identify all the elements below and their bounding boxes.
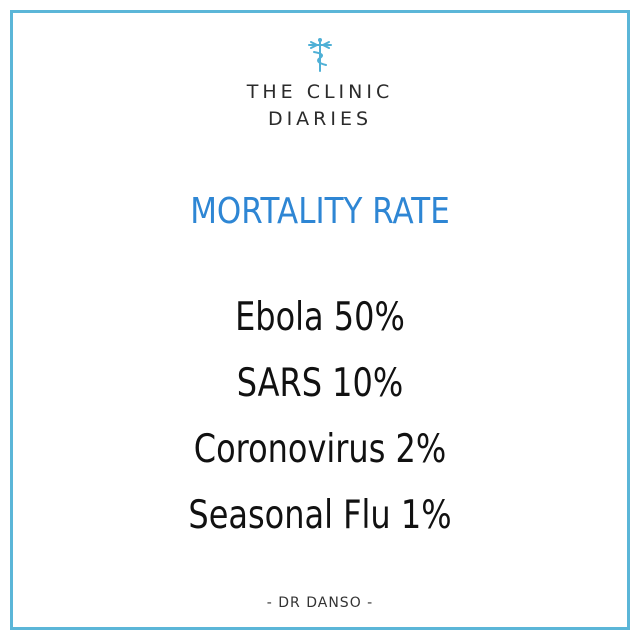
caduceus-icon xyxy=(308,38,332,72)
brand-name-line2: DIARIES xyxy=(267,108,373,130)
rate-item-seasonal-flu: Seasonal Flu 1% xyxy=(188,493,452,538)
logo xyxy=(13,37,627,73)
rate-item-sars: SARS 10% xyxy=(236,361,404,406)
rate-item-ebola: Ebola 50% xyxy=(235,295,405,340)
page-title: MORTALITY RATE xyxy=(190,191,450,232)
brand-name-line1: THE CLINIC xyxy=(246,81,394,103)
poster-frame: THE CLINIC DIARIES MORTALITY RATE Ebola … xyxy=(10,10,630,630)
rate-item-coronavirus: Coronovirus 2% xyxy=(193,427,447,472)
mortality-rate-list: Ebola 50% SARS 10% Coronovirus 2% Season… xyxy=(13,285,627,549)
author-signature: - DR DANSO - xyxy=(266,595,374,611)
